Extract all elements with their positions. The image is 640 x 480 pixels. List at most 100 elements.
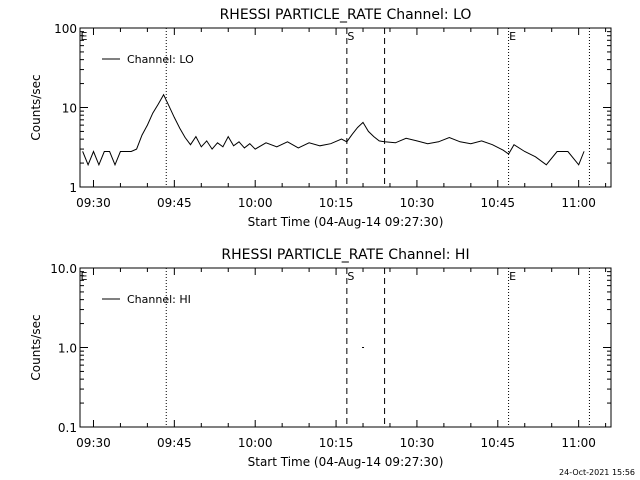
data-point: [168, 105, 170, 107]
y-axis-label: Counts/sec: [29, 314, 43, 380]
y-tick-label: 10: [62, 102, 77, 116]
event-marker-label: E: [509, 270, 516, 283]
data-point: [217, 142, 218, 144]
data-point: [136, 148, 137, 150]
data-point: [502, 149, 504, 151]
x-tick-label: 10:30: [400, 196, 435, 210]
data-point: [524, 151, 526, 152]
event-marker-label: E: [509, 30, 516, 43]
data-point: [546, 164, 547, 166]
data-point: [227, 136, 229, 137]
data-point: [341, 138, 342, 140]
data-point: [87, 164, 89, 166]
y-tick-label: 1: [69, 181, 77, 195]
y-tick-label: 1.0: [58, 342, 77, 356]
y-tick-label: 10.0: [50, 262, 77, 276]
data-point: [109, 151, 110, 152]
data-point: [330, 143, 331, 145]
data-point: [244, 147, 245, 149]
data-point: [481, 140, 482, 142]
legend: Channel: HI: [102, 293, 191, 306]
x-tick-label: 09:45: [157, 436, 192, 450]
data-point: [578, 164, 579, 166]
x-tick-label: 10:30: [400, 436, 435, 450]
data-point: [395, 142, 396, 144]
data-point: [378, 140, 380, 142]
event-marker-label: E: [81, 270, 88, 283]
data-point: [206, 140, 207, 142]
plot-frame: [79, 267, 612, 428]
x-tick-label: 10:00: [238, 436, 273, 450]
data-point: [200, 146, 202, 148]
data-point: [120, 151, 121, 152]
data-point: [184, 137, 186, 138]
data-point: [163, 94, 164, 95]
data-point: [470, 143, 472, 145]
x-tick-label: 10:15: [319, 196, 354, 210]
x-tick-label: 10:45: [480, 196, 515, 210]
x-tick-label: 11:00: [561, 196, 596, 210]
x-tick-label: 11:00: [561, 436, 596, 450]
data-point: [346, 141, 348, 143]
y-tick-label: 100: [54, 22, 77, 36]
data-point: [416, 140, 418, 142]
data-point: [82, 151, 83, 152]
y-tick-label: 0.1: [58, 421, 77, 435]
data-point: [152, 112, 154, 114]
data-point: [130, 151, 132, 152]
data-point: [98, 164, 100, 166]
x-tick-label: 09:30: [76, 436, 111, 450]
data-point: [211, 148, 213, 150]
data-point: [384, 141, 385, 143]
chart-panel-1: RHESSI PARTICLE_RATE Channel: LO Counts/s…: [29, 7, 612, 229]
event-marker-label: S: [347, 270, 354, 283]
legend-entry: Channel: HI: [127, 293, 191, 306]
footer-timestamp: 24-Oct-2021 15:56: [559, 468, 635, 477]
data-point: [103, 151, 105, 152]
data-point: [125, 151, 127, 152]
data-point: [238, 141, 240, 143]
data-point: [147, 124, 148, 126]
data-point: [249, 143, 251, 145]
data-point: [222, 146, 224, 148]
x-tick-label: 10:45: [480, 436, 515, 450]
data-point: [319, 145, 321, 147]
series-line: [82, 93, 585, 167]
x-tick-label: 09:30: [76, 196, 111, 210]
x-tick-label: 10:00: [238, 196, 273, 210]
data-point: [427, 143, 429, 145]
x-tick-label: 09:45: [157, 196, 192, 210]
data-point: [448, 137, 450, 138]
data-point: [459, 141, 461, 143]
x-axis-label: Start Time (04-Aug-14 09:27:30): [248, 215, 444, 229]
data-point: [174, 117, 175, 118]
data-point: [373, 136, 375, 137]
data-point: [157, 103, 159, 105]
data-point: [308, 142, 310, 144]
chart-panel-2: RHESSI PARTICLE_RATE Channel: HI Counts/s…: [29, 247, 612, 469]
chart-title: RHESSI PARTICLE_RATE Channel: HI: [221, 247, 469, 263]
legend: Channel: LO: [102, 53, 194, 66]
data-point: [287, 141, 288, 143]
data-point: [93, 151, 94, 152]
data-point: [492, 144, 493, 146]
data-point: [233, 145, 234, 147]
data-point: [357, 127, 358, 128]
data-point: [567, 151, 569, 152]
plot-frame: [79, 27, 612, 188]
x-tick-label: 10:15: [319, 436, 354, 450]
data-point: [405, 137, 407, 139]
data-point: [556, 151, 558, 152]
data-point: [114, 164, 116, 166]
data-point: [438, 141, 439, 143]
data-point: [583, 151, 585, 152]
data-point: [368, 131, 369, 132]
data-point: [254, 148, 256, 150]
data-point: [276, 146, 278, 148]
legend-entry: Channel: LO: [127, 53, 194, 66]
data-point: [298, 147, 299, 149]
data-point: [513, 144, 515, 146]
chart-title: RHESSI PARTICLE_RATE Channel: LO: [220, 7, 472, 23]
data-point: [265, 142, 267, 144]
